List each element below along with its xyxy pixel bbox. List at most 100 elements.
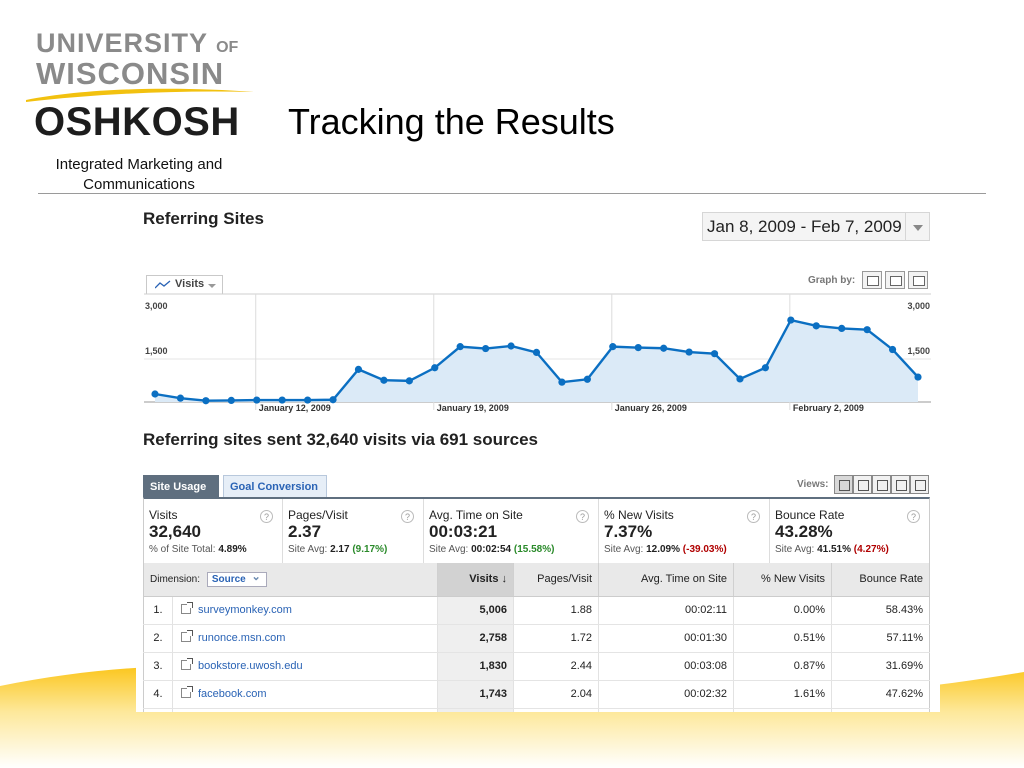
logo-university: UNIVERSITY [36,28,208,58]
chart-data-point[interactable] [151,390,159,398]
chart-data-point[interactable] [558,378,566,386]
x-tick-label: February 2, 2009 [793,403,864,413]
chart-data-point[interactable] [863,326,871,334]
graph-by-label: Graph by: [808,275,856,286]
chart-data-point[interactable] [812,322,820,330]
chart-data-point[interactable] [176,394,185,402]
chart-data-point[interactable] [609,343,617,351]
logo-wisconsin: WISCONSIN [36,56,225,91]
pivot-view-icon[interactable] [910,475,929,494]
external-link-icon[interactable] [181,630,193,642]
slide-title: Tracking the Results [288,101,615,142]
cell-bounce-rate: 58.43% [831,596,930,625]
chart-data-point[interactable] [482,344,490,353]
comparison-view-icon[interactable] [891,475,910,494]
scorecard-sub-value: 00:02:54 [471,544,512,555]
cell-pages-visit: 2.04 [513,680,599,709]
dimension-select[interactable]: Source [206,570,267,587]
scorecard-delta: (9.17%) [352,544,388,555]
table-row: 3. bookstore.uwosh.edu 1,830 2.44 00:03:… [143,652,930,681]
scorecard-sub-value: 41.51% [817,544,851,555]
dimension-header: Dimension: Source [143,563,438,597]
help-icon[interactable]: ? [747,510,760,523]
tab-goal-conversion[interactable]: Goal Conversion [223,475,327,498]
chart-data-point[interactable] [227,396,235,404]
report-title: Referring Sites [143,209,264,228]
column-header-pages-visit[interactable]: Pages/Visit [513,563,599,597]
chart-data-point[interactable] [380,376,388,384]
chart-data-point[interactable] [507,342,515,350]
chart-data-point[interactable] [253,396,261,404]
cell-visits: 2,758 [437,624,514,653]
chart-data-point[interactable] [761,364,770,372]
scorecard-visits: Visits 32,640 % of Site Total: 4.89% ? [144,499,283,563]
table-row: 1. surveymonkey.com 5,006 1.88 00:02:11 … [143,596,930,625]
chevron-down-icon[interactable] [905,213,929,240]
tab-site-usage[interactable]: Site Usage [143,475,219,498]
graph-by-week-button[interactable] [885,271,905,289]
chart-data-point[interactable] [431,364,439,372]
chart-data-point[interactable] [532,348,541,356]
chart-data-point[interactable] [838,324,846,332]
chart-data-point[interactable] [660,344,668,352]
help-icon[interactable]: ? [260,510,273,523]
graph-by-month-button[interactable] [908,271,928,289]
metric-selector[interactable]: Visits [146,275,223,294]
scorecard-new-visits: % New Visits 7.37% Site Avg: 12.09% (-39… [599,499,770,563]
cell-pages-visit: 1.72 [513,624,599,653]
chart-data-point[interactable] [405,377,413,385]
source-link[interactable]: runonce.msn.com [198,632,286,644]
column-header-avg-time[interactable]: Avg. Time on Site [598,563,734,597]
row-rank: 1. [143,596,173,625]
chart-data-point[interactable] [354,365,363,373]
column-header-bounce-rate[interactable]: Bounce Rate [831,563,930,597]
column-header-visits[interactable]: Visits ↓ [437,563,514,597]
cell-bounce-rate: 47.62% [831,680,930,709]
scorecard-label: Pages/Visit [288,508,348,522]
source-link[interactable]: facebook.com [198,688,267,700]
chart-data-point[interactable] [329,396,337,404]
caret-down-icon [208,284,216,288]
scorecard-sub-value: 2.17 [330,544,350,555]
external-link-icon[interactable] [181,686,193,698]
graph-by-day-button[interactable] [862,271,882,289]
table-view-icon[interactable] [834,475,853,494]
chart-data-point[interactable] [202,397,210,405]
cell-avg-time: 00:02:11 [598,596,734,625]
external-link-icon[interactable] [181,658,193,670]
chart-data-point[interactable] [634,344,642,352]
external-link-icon[interactable] [181,602,193,614]
chart-data-point[interactable] [888,345,897,354]
university-logo: UNIVERSITY OF WISCONSIN OSHKOSH [26,28,254,146]
chart-data-point[interactable] [278,396,286,404]
date-range-picker[interactable]: Jan 8, 2009 - Feb 7, 2009 [702,212,930,241]
source-link[interactable]: bookstore.uwosh.edu [198,660,303,672]
chart-data-point[interactable] [787,316,795,324]
chart-data-point[interactable] [304,396,312,404]
scorecard-label: Bounce Rate [775,508,845,522]
chart-data-point[interactable] [685,348,693,356]
help-icon[interactable]: ? [401,510,414,523]
chart-data-point[interactable] [736,375,744,383]
scorecard-label: Visits [149,508,178,522]
chart-data-point[interactable] [583,375,591,383]
help-icon[interactable]: ? [907,510,920,523]
chart-data-point[interactable] [456,343,464,351]
scorecard-sub-label: Site Avg: [429,544,469,555]
scorecard-pages-visit: Pages/Visit 2.37 Site Avg: 2.17 (9.17%) … [283,499,424,563]
table-row: 2. runonce.msn.com 2,758 1.72 00:01:30 0… [143,624,930,653]
chart-data-point[interactable] [914,373,922,381]
performance-view-icon[interactable] [872,475,891,494]
chart-data-point[interactable] [710,350,719,358]
help-icon[interactable]: ? [576,510,589,523]
scorecard-row: Visits 32,640 % of Site Total: 4.89% ? P… [143,497,930,563]
source-link[interactable]: surveymonkey.com [198,604,292,616]
sources-table: Dimension: Source Visits ↓ Pages/Visit A… [143,563,930,712]
scorecard-avg-time: Avg. Time on Site 00:03:21 Site Avg: 00:… [424,499,599,563]
cell-new-visits: 1.61% [733,680,832,709]
logo-oshkosh: OSHKOSH [34,100,240,144]
pie-view-icon[interactable] [853,475,872,494]
table-row [143,708,930,712]
column-header-new-visits[interactable]: % New Visits [733,563,832,597]
